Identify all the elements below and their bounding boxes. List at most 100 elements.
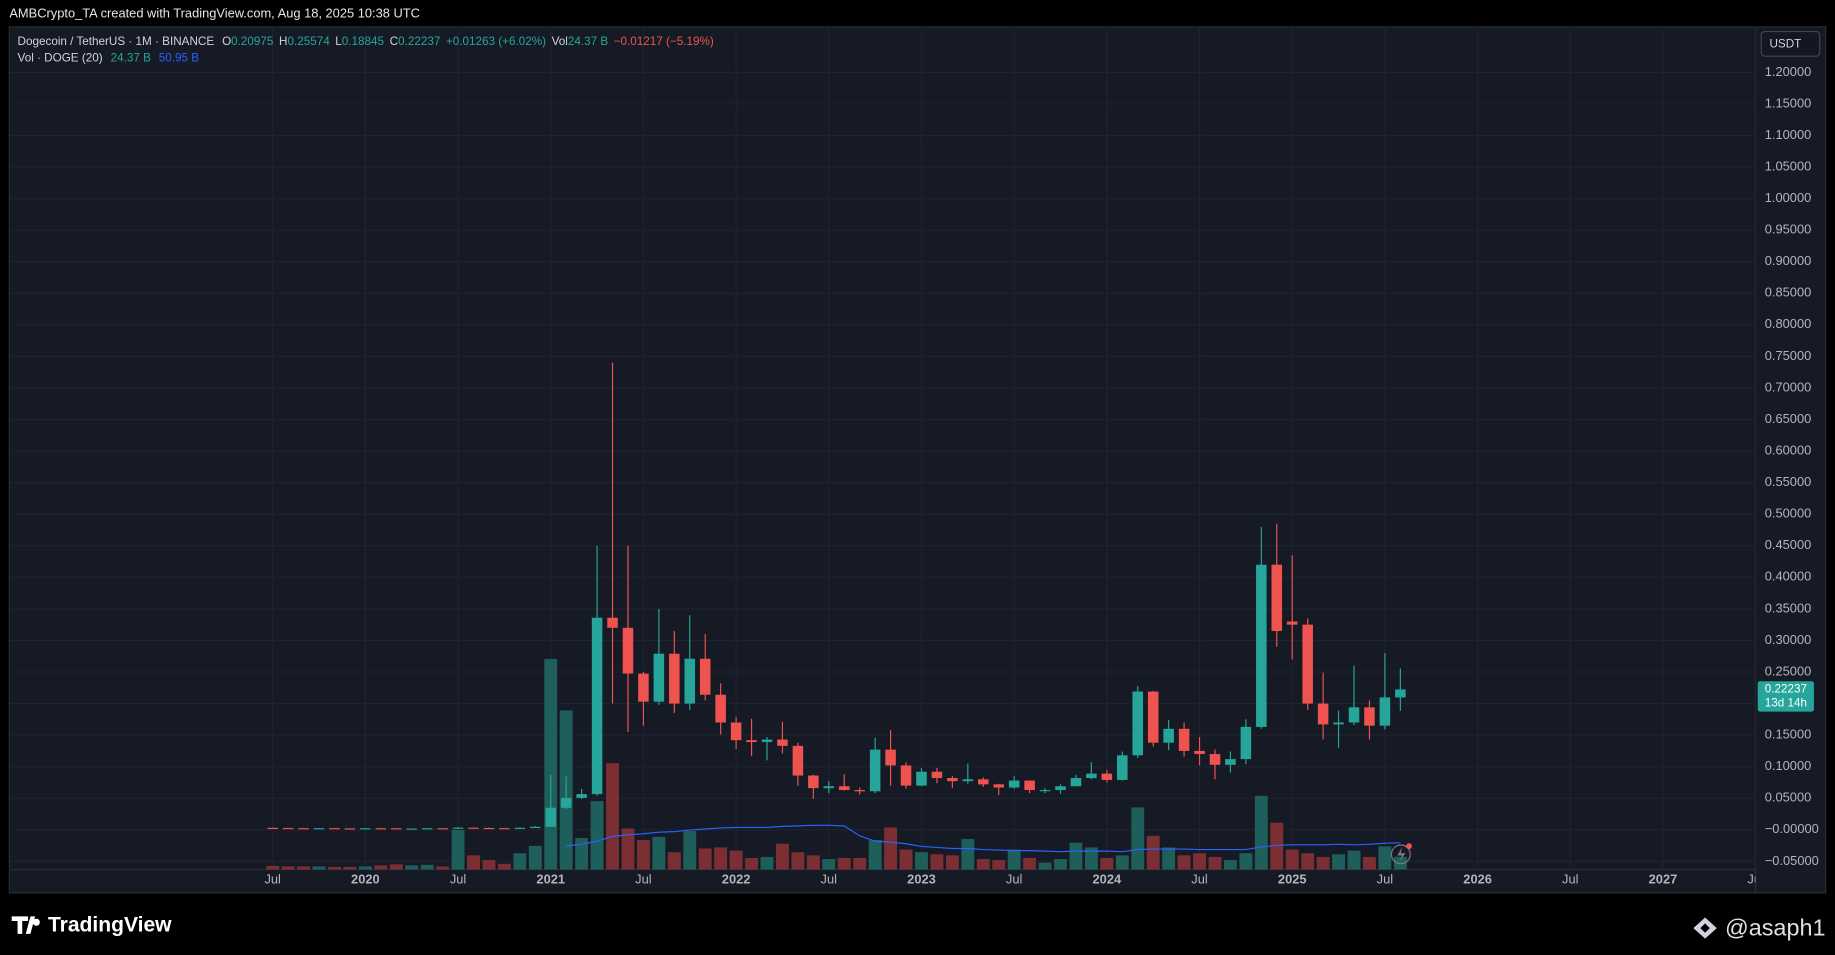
candle-body [576,794,587,798]
y-tick-label: 1.20000 [1765,64,1811,79]
candle-body [406,828,417,830]
candle-body [808,775,819,789]
vol-value: 24.37 B [568,35,608,48]
candle-body [298,828,309,830]
volume-bar [1239,853,1253,870]
candle-body [530,826,541,829]
volume-bar [1193,853,1206,870]
x-tick-label: 2025 [1278,872,1307,887]
volume-bar [776,843,789,870]
candle-body [669,653,680,704]
watermark-icon [1693,917,1717,939]
y-tick-label: 0.80000 [1765,316,1811,331]
candle-body [916,771,927,786]
y-tick-label: 0.60000 [1765,442,1811,457]
candle-body [730,722,742,741]
candle-body [900,765,912,786]
candle-body [282,827,294,830]
candle-body [792,745,804,776]
currency-button[interactable] [1760,31,1821,57]
volume-bar [1332,854,1346,870]
volume-bar [1084,847,1098,870]
volume-bar [297,866,311,870]
replay-icon[interactable] [1390,844,1411,865]
candle-body [931,771,943,779]
volume-bar [853,857,867,870]
volume-bar [1285,849,1299,870]
candle-body [437,828,448,830]
x-tick-label: Jul [1377,872,1393,887]
volume-bar [606,763,619,870]
volume-bar [822,859,836,870]
candle-body [1039,790,1051,792]
replay-bolt [1397,847,1406,862]
y-tick-label: 0.35000 [1765,600,1811,615]
y-tick-label: 1.15000 [1765,95,1811,110]
volume-bar [358,866,372,870]
candle-body [699,658,711,695]
candle-body [715,694,726,723]
volume-bar [621,828,635,870]
x-tick-label: Jul [821,872,837,887]
candle-body [360,828,371,830]
change: +0.01263 (+6.02%) [446,35,546,48]
x-tick-label: Jul [1747,872,1763,887]
x-tick-label: 2020 [351,872,380,887]
x-tick-label: Jul [1562,872,1578,887]
currency-label[interactable]: USDT [1769,38,1801,51]
x-tick-label: 2024 [1093,872,1122,887]
volume-bar [683,831,697,870]
candle-body [761,739,773,743]
y-tick-label: 0.70000 [1765,379,1811,394]
grid [10,26,1757,870]
candle-body [978,779,989,785]
volume-bar [868,840,882,870]
study-name: Vol · DOGE (20) [18,52,103,65]
x-tick-label: 2022 [722,872,751,887]
candle-body [390,828,402,830]
candle-body [1209,754,1221,765]
price-axis: 1.20000 1.15000 1.10000 1.05000 1.00000 0.950… [1757,64,1819,868]
candle-body [1302,624,1313,704]
y-tick-label: 1.05000 [1765,158,1811,173]
high-value: 0.25574 [287,35,330,48]
candle-body [1317,703,1329,725]
y-tick-label: −0.05000 [1765,853,1819,868]
y-tick-label: 0.65000 [1765,411,1811,426]
volume-bar [714,847,728,870]
volume-bar [436,866,450,870]
x-tick-label: Jul [635,872,651,887]
volume-bar [945,855,959,870]
low-value: 0.18845 [342,35,385,48]
volume-bar [513,853,527,870]
brand-name: TradingView [48,913,172,936]
volume-bar [1208,856,1222,870]
candle-body [993,784,1004,788]
candle-body [468,827,479,829]
high-label: H [279,35,287,48]
volume-ma-line [566,824,1401,853]
candle-body [375,828,387,830]
legend-line: Dogecoin / TetherUS · 1M · BINANCE O0.20… [18,35,714,48]
candle-body [854,790,865,792]
candle-body [1024,780,1035,791]
x-tick-label: Jul [264,872,280,887]
candle-body [499,828,510,830]
y-tick-label: 0.90000 [1765,253,1811,268]
candle-body [838,786,850,791]
candle-body [591,617,603,795]
close-label: C [390,35,398,48]
volume-bar [1023,857,1037,870]
volume-bar [976,859,990,870]
volume-bar [1115,855,1129,870]
volume-bar [497,863,511,870]
candle-body [1147,691,1159,743]
y-tick-label: 0.95000 [1765,222,1811,237]
volume-bar [1038,862,1052,870]
volume-bar [636,840,650,870]
candle-body [823,786,835,789]
x-tick-label: 2021 [536,872,565,887]
volume-bar [1301,853,1315,870]
candle-body [1101,773,1113,780]
